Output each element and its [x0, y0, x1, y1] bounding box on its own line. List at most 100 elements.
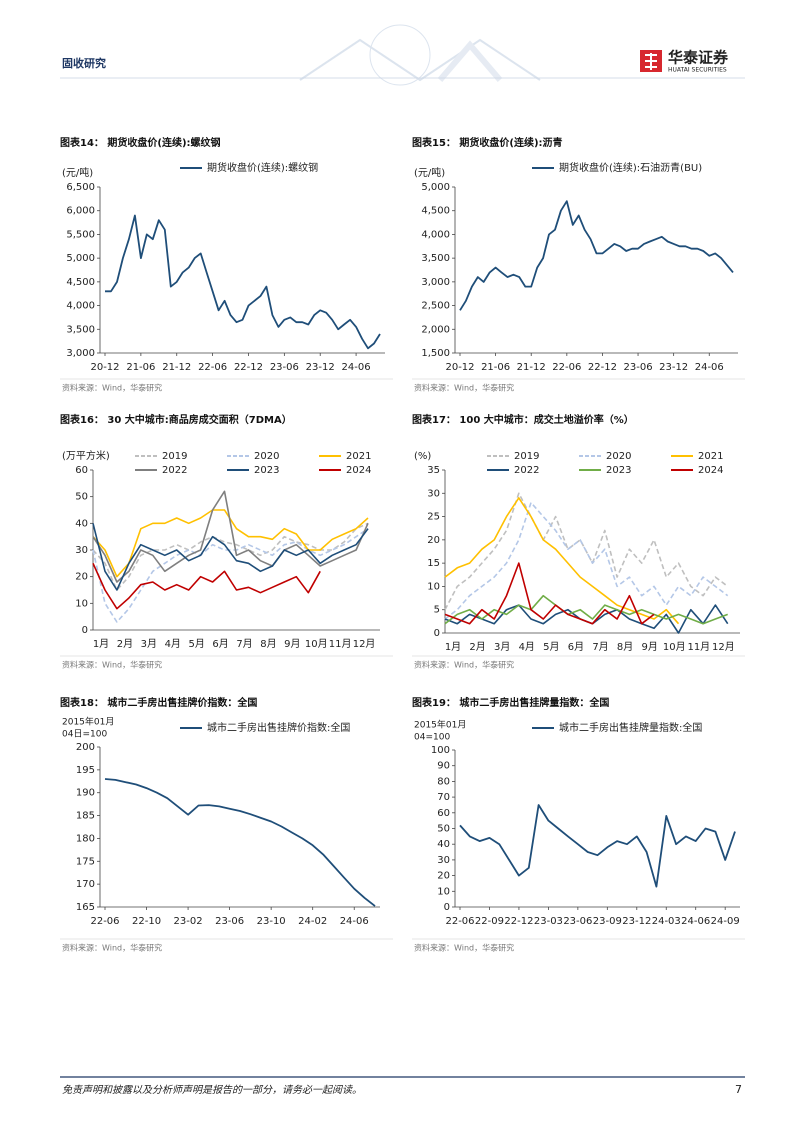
series-line: [92, 562, 321, 610]
chart-title: 图表15： 期货收盘价(连续):沥青: [412, 136, 563, 149]
chart-title: 图表14： 期货收盘价(连续):螺纹钢: [60, 136, 221, 149]
legend-label: 城市二手房出售挂牌量指数:全国: [559, 721, 702, 734]
x-tick-label: 22-06: [90, 916, 119, 927]
x-tick-label: 20-12: [445, 362, 474, 373]
y-tick-label: 165: [76, 902, 95, 913]
source: 资料来源：Wind，华泰研究: [414, 943, 514, 953]
x-tick-label: 21-06: [126, 362, 155, 373]
y-tick-label: 5,000: [421, 182, 450, 193]
x-tick-label: 24-06: [681, 916, 710, 927]
y-tick-label: 25: [427, 512, 440, 523]
y-tick-label: 10: [427, 581, 440, 592]
y-tick-label: 180: [76, 833, 95, 844]
x-tick-label: 24-06: [342, 362, 371, 373]
series-line: [104, 778, 376, 907]
x-tick-label: 8月: [260, 638, 276, 650]
y-tick-label: 50: [75, 492, 88, 503]
y-tick-label: 3,500: [421, 253, 450, 264]
y-tick-label: 80: [437, 776, 450, 787]
x-tick-label: 21-12: [517, 362, 546, 373]
disclaimer: 免责声明和披露以及分析师声明是报告的一部分，请务必一起阅读。: [62, 1084, 362, 1096]
source: 资料来源：Wind，华泰研究: [62, 383, 162, 393]
x-tick-label: 9月: [641, 641, 657, 653]
legend-label: 2021: [698, 451, 723, 462]
source: 资料来源：Wind，华泰研究: [62, 660, 162, 670]
series-line: [105, 214, 381, 350]
legend-label: 期货收盘价(连续):石油沥青(BU): [559, 161, 702, 174]
y-tick-label: 3,500: [66, 324, 95, 335]
legend-label: 2023: [606, 465, 631, 476]
x-tick-label: 3月: [494, 641, 510, 653]
x-tick-label: 12月: [712, 641, 735, 653]
x-tick-label: 22-06: [552, 362, 581, 373]
x-tick-label: 3月: [141, 638, 157, 650]
y-tick-label: 90: [437, 761, 450, 772]
page-number: 7: [735, 1083, 742, 1096]
series-line: [444, 492, 729, 611]
y-tick-label: 100: [431, 745, 450, 756]
legend-label: 2024: [698, 465, 723, 476]
x-tick-label: 9月: [284, 638, 300, 650]
x-tick-label: 24-03: [652, 916, 681, 927]
chart-title: 图表18： 城市二手房出售挂牌价指数：全国: [60, 696, 257, 709]
y-tick-label: 6,500: [66, 182, 95, 193]
y-tick-label: 5,000: [66, 253, 95, 264]
y-tick-label: 190: [76, 788, 95, 799]
y-tick-label: 170: [76, 879, 95, 890]
legend-label: 2024: [346, 465, 371, 476]
x-tick-label: 23-06: [624, 362, 653, 373]
x-tick-label: 4月: [519, 641, 535, 653]
source: 资料来源：Wind，华泰研究: [62, 943, 162, 953]
y-tick-label: 20: [427, 535, 440, 546]
y-tick-label: 175: [76, 856, 95, 867]
x-tick-label: 22-06: [445, 916, 474, 927]
legend-label: 2021: [346, 451, 371, 462]
chart-title: 图表19： 城市二手房出售挂牌量指数：全国: [412, 696, 609, 709]
y-tick-label: 30: [437, 855, 450, 866]
x-tick-label: 6月: [568, 641, 584, 653]
y-tick-label: 200: [76, 742, 95, 753]
x-tick-label: 2月: [469, 641, 485, 653]
legend-label: 期货收盘价(连续):螺纹钢: [207, 161, 318, 174]
x-tick-label: 23-09: [593, 916, 622, 927]
series-line: [92, 528, 369, 623]
y-axis-label: 04=100: [414, 733, 450, 743]
x-tick-label: 8月: [617, 641, 633, 653]
y-tick-label: 40: [437, 839, 450, 850]
section-label: 固收研究: [62, 56, 106, 70]
x-tick-label: 22-12: [234, 362, 263, 373]
y-tick-label: 3,000: [66, 348, 95, 359]
series-line: [444, 497, 680, 625]
series-line: [444, 562, 655, 625]
y-tick-label: 4,000: [66, 301, 95, 312]
x-tick-label: 24-09: [711, 916, 740, 927]
x-tick-label: 2月: [117, 638, 133, 650]
x-tick-label: 20-12: [90, 362, 119, 373]
x-tick-label: 21-06: [481, 362, 510, 373]
y-tick-label: 35: [427, 465, 440, 476]
x-tick-label: 22-10: [132, 916, 161, 927]
y-axis-label: (元/吨): [414, 166, 445, 179]
x-tick-label: 10月: [663, 641, 686, 653]
legend-label: 2022: [162, 465, 187, 476]
y-tick-label: 5,500: [66, 229, 95, 240]
legend-label: 2020: [606, 451, 631, 462]
x-tick-label: 22-12: [588, 362, 617, 373]
x-tick-label: 24-02: [298, 916, 327, 927]
y-tick-label: 195: [76, 765, 95, 776]
y-axis-label: (%): [414, 451, 431, 462]
x-tick-label: 22-06: [198, 362, 227, 373]
x-tick-label: 11月: [329, 638, 352, 650]
series-line: [444, 594, 728, 625]
y-axis-label: (万平方米): [62, 449, 110, 462]
series-line: [444, 604, 729, 634]
x-tick-label: 23-06: [215, 916, 244, 927]
y-tick-label: 30: [427, 488, 440, 499]
y-tick-label: 40: [75, 518, 88, 529]
x-tick-label: 5月: [188, 638, 204, 650]
source: 资料来源：Wind，华泰研究: [414, 383, 514, 393]
y-tick-label: 20: [437, 871, 450, 882]
series-line: [92, 522, 369, 591]
series-line: [459, 804, 736, 888]
